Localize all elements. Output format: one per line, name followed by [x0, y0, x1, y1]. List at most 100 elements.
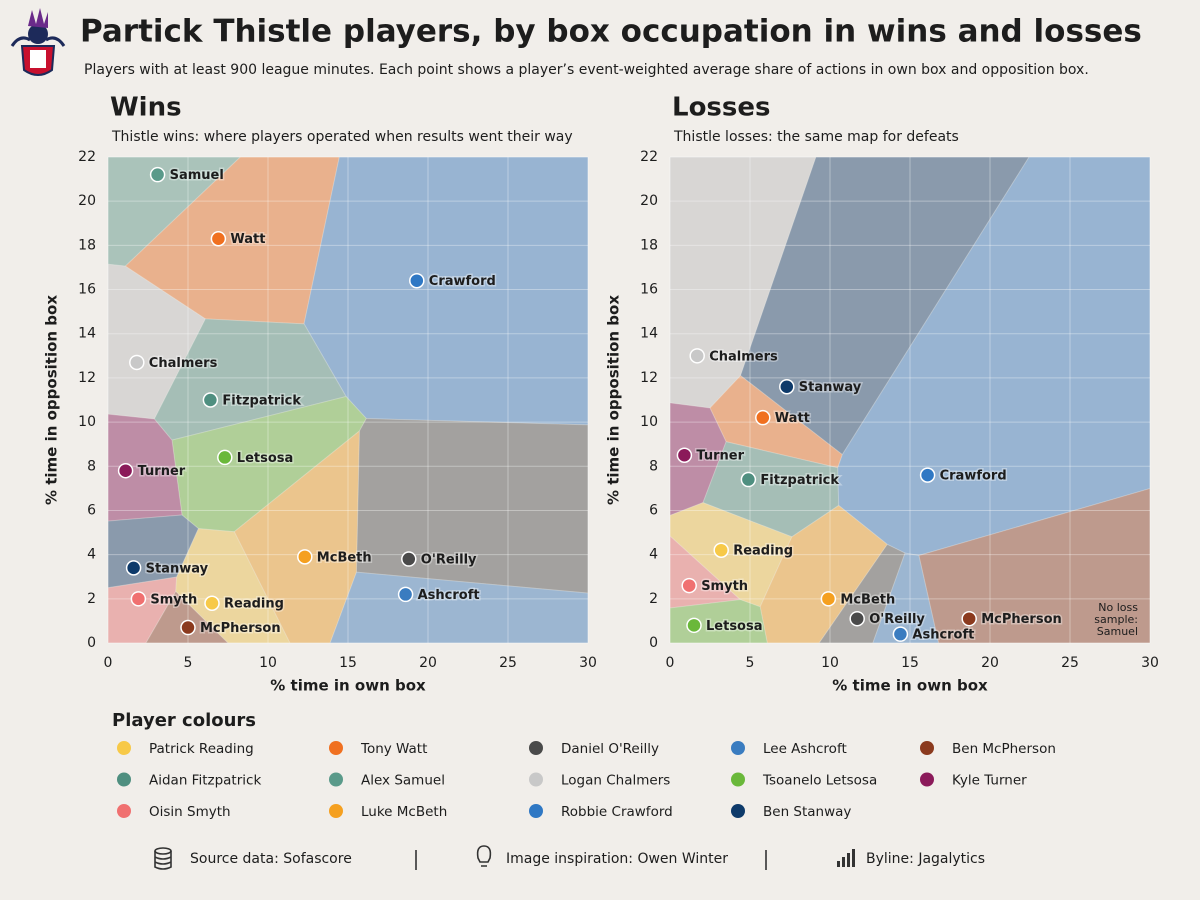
player-point	[779, 378, 795, 395]
legend-swatch	[731, 741, 745, 755]
player-point	[117, 462, 134, 479]
x-tick-label: 15	[901, 655, 919, 671]
voronoi-cell	[171, 395, 367, 533]
player-point	[129, 354, 145, 371]
x-tick-label: 5	[184, 655, 193, 671]
voronoi-cell	[669, 502, 793, 608]
x-tick-label: 0	[666, 655, 675, 671]
plot-area	[670, 157, 1150, 643]
point-label: Ashcroft	[418, 588, 480, 603]
point-label: Watt	[775, 411, 810, 426]
voronoi-cell	[107, 263, 207, 420]
player-point	[180, 619, 196, 636]
y-tick-label: 2	[649, 591, 658, 607]
y-axis-label: % time in opposition box	[605, 295, 623, 505]
annotation: No loss	[1098, 601, 1138, 614]
voronoi-cell	[107, 413, 183, 522]
point-label: Smyth	[701, 579, 748, 594]
point-label: Reading	[733, 544, 793, 559]
y-tick-label: 14	[78, 326, 96, 342]
point-label: Stanway	[146, 561, 209, 576]
voronoi-cell	[107, 156, 242, 267]
point-label: Turner	[696, 449, 744, 464]
player-point	[409, 272, 425, 289]
point-label: Letsosa	[237, 451, 293, 466]
legend-label: Kyle Turner	[952, 773, 1027, 789]
y-tick-label: 8	[649, 458, 658, 474]
legend-label: Alex Samuel	[361, 773, 445, 789]
legend-swatch	[329, 804, 343, 818]
y-tick-label: 22	[78, 149, 96, 165]
point-label: Crawford	[940, 469, 1007, 484]
panel-title: Losses	[672, 93, 771, 123]
point-label: Fitzpatrick	[222, 394, 301, 409]
player-point	[149, 166, 166, 183]
legend-swatch	[117, 741, 131, 755]
point-label: McBeth	[840, 592, 895, 607]
point-label: Crawford	[429, 274, 496, 289]
player-point	[961, 610, 977, 627]
legend-label: Lee Ashcroft	[763, 741, 847, 757]
legend-label: Aidan Fitzpatrick	[149, 773, 261, 789]
player-point	[297, 549, 313, 565]
voronoi-cell	[303, 156, 589, 426]
footer-icons	[154, 845, 855, 870]
legend-swatch	[117, 804, 131, 818]
x-tick-label: 10	[259, 655, 277, 671]
x-tick-label: 0	[104, 655, 113, 671]
legend-swatch	[329, 741, 343, 755]
title: Partick Thistle players, by box occupati…	[80, 14, 1142, 50]
point-label: Stanway	[799, 380, 862, 395]
point-label: Letsosa	[706, 619, 763, 634]
point-label: McBeth	[317, 550, 372, 565]
player-point	[125, 560, 142, 576]
voronoi-cell	[818, 543, 906, 644]
y-tick-label: 4	[649, 547, 658, 563]
voronoi-cell	[837, 156, 1151, 556]
y-tick-label: 18	[640, 237, 658, 253]
legend-swatch	[529, 741, 543, 755]
player-point	[689, 348, 705, 364]
point-label: Turner	[138, 464, 186, 479]
footer-item: Image inspiration: Owen Winter	[506, 851, 728, 867]
x-tick-label: 25	[1061, 655, 1079, 671]
voronoi-cell	[124, 156, 340, 325]
y-tick-label: 12	[640, 370, 658, 386]
legend-label: Ben Stanway	[763, 804, 851, 820]
voronoi-cell	[739, 156, 1031, 456]
legend-label: Luke McBeth	[361, 804, 447, 820]
player-point	[713, 542, 729, 558]
y-tick-label: 18	[78, 237, 96, 253]
footer-item: Byline: Jagalytics	[866, 851, 985, 867]
voronoi-cell	[669, 402, 727, 517]
y-axis-label: % time in opposition box	[43, 295, 61, 505]
legend-swatch	[731, 772, 745, 787]
annotation: Samuel	[1097, 625, 1138, 638]
x-tick-label: 30	[1141, 655, 1159, 671]
player-point	[849, 610, 865, 627]
point-label: Watt	[230, 232, 265, 247]
legend-label: Ben McPherson	[952, 741, 1056, 757]
player-point	[210, 230, 227, 247]
legend-swatch	[329, 772, 343, 787]
voronoi-cell	[233, 429, 361, 644]
point-label: McPherson	[981, 612, 1062, 627]
voronoi-cell	[329, 571, 589, 644]
point-label: Chalmers	[149, 356, 218, 371]
voronoi-cell	[702, 441, 840, 538]
point-label: Fitzpatrick	[760, 473, 839, 488]
legend-swatch	[731, 804, 745, 818]
y-tick-label: 6	[87, 502, 96, 518]
voronoi-cell	[145, 590, 230, 644]
panel-subtitle: Thistle losses: the same map for defeats	[673, 129, 959, 145]
y-tick-label: 6	[649, 502, 658, 518]
y-tick-label: 2	[87, 591, 96, 607]
legend-swatch	[117, 772, 131, 787]
y-tick-label: 8	[87, 458, 96, 474]
voronoi-cell	[355, 418, 589, 594]
y-tick-label: 12	[78, 370, 96, 386]
annotation: sample:	[1094, 613, 1138, 626]
point-label: O'Reilly	[869, 612, 925, 627]
y-tick-label: 20	[78, 193, 96, 209]
